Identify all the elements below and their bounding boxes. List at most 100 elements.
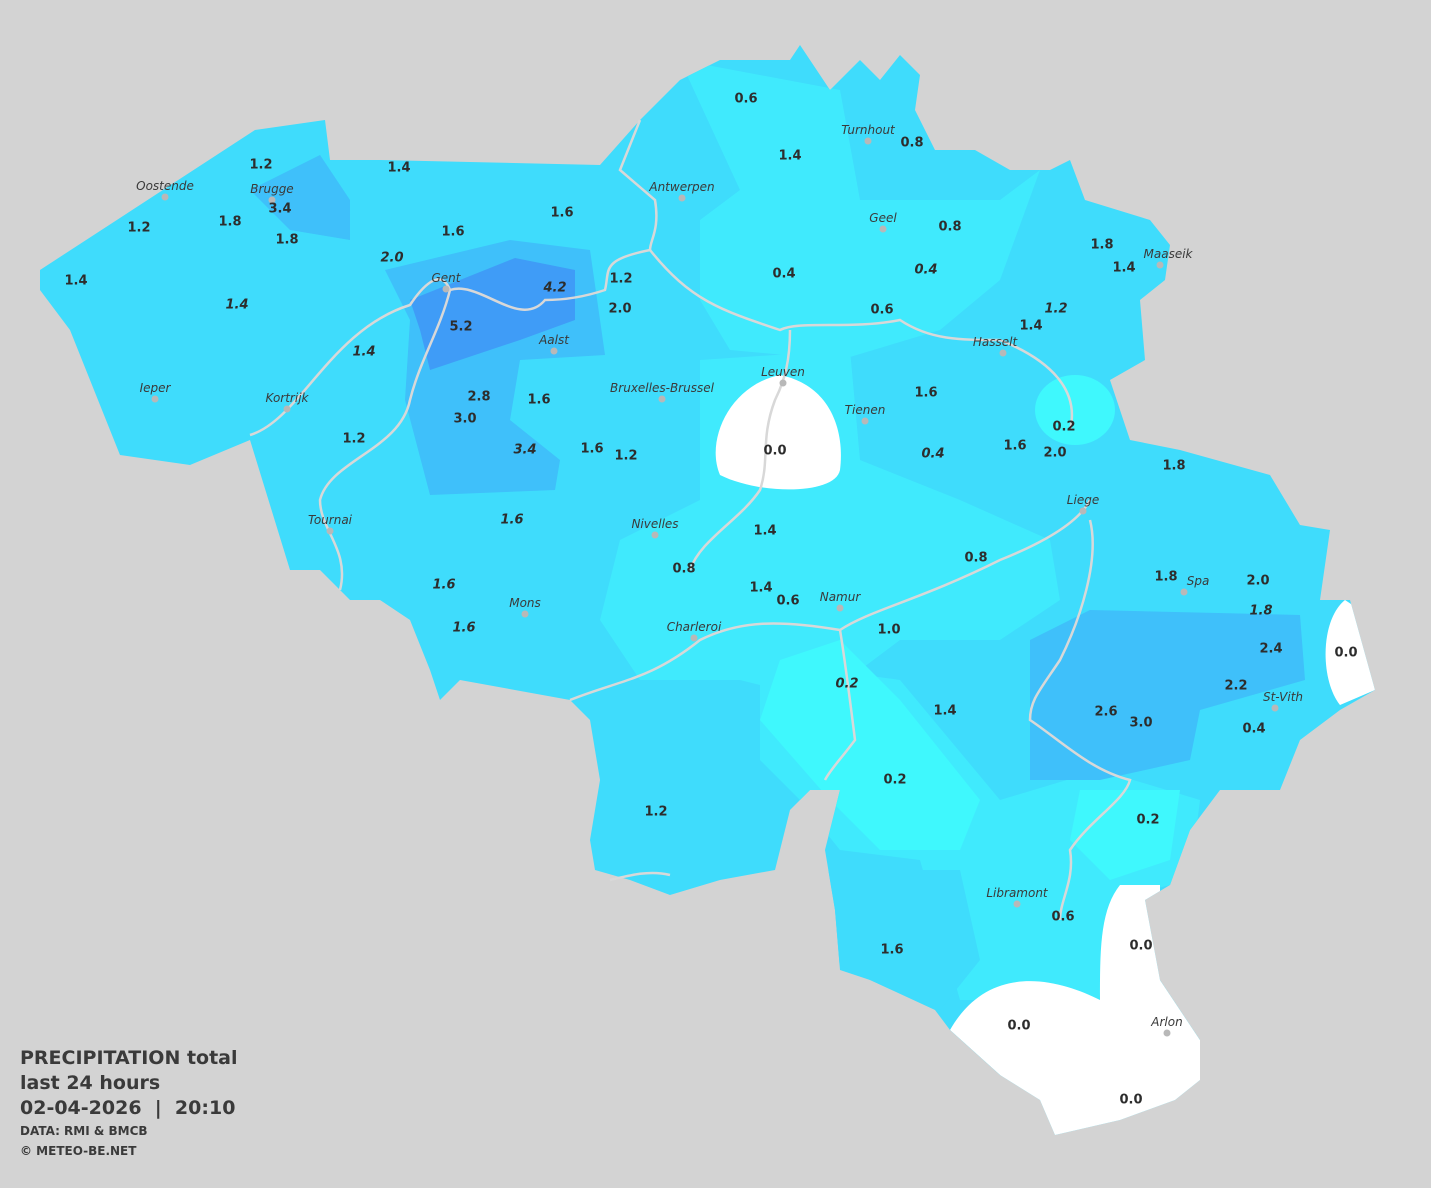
precipitation-value: 1.6 <box>580 441 604 457</box>
city-marker <box>864 137 872 145</box>
precipitation-value: 1.2 <box>644 804 668 820</box>
precipitation-value: 1.6 <box>432 577 456 593</box>
fill-zero-south <box>950 885 1200 1135</box>
precipitation-value: 0.0 <box>1129 938 1153 954</box>
precipitation-value: 1.8 <box>1249 603 1273 619</box>
precipitation-value: 1.8 <box>1162 458 1186 474</box>
city-marker <box>1013 900 1021 908</box>
precipitation-value: 0.0 <box>763 443 787 459</box>
precipitation-value: 1.4 <box>352 344 376 360</box>
precipitation-value: 0.4 <box>1242 721 1266 737</box>
city-marker <box>151 395 159 403</box>
precipitation-value: 0.2 <box>835 676 859 692</box>
precipitation-value: 1.2 <box>1044 301 1068 317</box>
city-marker <box>521 610 529 618</box>
precipitation-value: 0.6 <box>870 302 894 318</box>
precipitation-value: 1.0 <box>877 622 901 638</box>
precipitation-value: 1.6 <box>452 620 476 636</box>
precipitation-value: 0.2 <box>883 772 907 788</box>
precipitation-value: 3.0 <box>1129 715 1153 731</box>
fill-very-heavy-gent <box>410 258 575 370</box>
fill-medium-south <box>820 870 980 1010</box>
city-label: Gent <box>431 271 461 285</box>
precipitation-value: 0.4 <box>914 262 938 278</box>
precipitation-value: 0.6 <box>776 593 800 609</box>
fill-heavy-brugge <box>250 155 350 240</box>
precipitation-value: 0.0 <box>1119 1092 1143 1108</box>
city-label: Tienen <box>844 403 886 417</box>
legend-copyright: © METEO-BE.NET <box>20 1144 137 1158</box>
city-label: Arlon <box>1151 1015 1183 1029</box>
city-marker <box>861 417 869 425</box>
city-marker <box>283 405 291 413</box>
city-marker <box>326 527 334 535</box>
precipitation-value: 0.8 <box>900 135 924 151</box>
precipitation-value: 0.4 <box>772 266 796 282</box>
precipitation-value: 3.4 <box>268 201 292 217</box>
precipitation-value: 1.6 <box>914 385 938 401</box>
precipitation-value: 1.2 <box>609 271 633 287</box>
city-label: Maaseik <box>1143 247 1193 261</box>
city-marker <box>836 604 844 612</box>
precipitation-value: 1.6 <box>550 205 574 221</box>
precipitation-value: 0.8 <box>938 219 962 235</box>
precipitation-value: 3.0 <box>453 411 477 427</box>
city-label: St-Vith <box>1262 690 1304 704</box>
city-marker <box>1156 261 1164 269</box>
fill-low-hasselt <box>1035 375 1115 445</box>
precipitation-value: 0.8 <box>964 550 988 566</box>
precipitation-value: 1.4 <box>749 580 773 596</box>
map-legend: PRECIPITATION total last 24 hours 02-04-… <box>20 1046 238 1161</box>
precipitation-value: 2.0 <box>380 250 404 266</box>
precipitation-value: 2.4 <box>1259 641 1283 657</box>
precipitation-value: 0.6 <box>1051 909 1075 925</box>
precipitation-value: 1.4 <box>225 297 249 313</box>
legend-title: PRECIPITATION total <box>20 1047 238 1069</box>
precipitation-value: 1.2 <box>127 220 151 236</box>
fill-light-north <box>680 60 1040 360</box>
city-marker <box>268 196 276 204</box>
precipitation-value: 1.8 <box>218 214 242 230</box>
precipitation-value: 1.6 <box>500 512 524 528</box>
precipitation-value: 1.8 <box>275 232 299 248</box>
precipitation-value: 1.6 <box>880 942 904 958</box>
precipitation-value: 1.6 <box>1003 438 1027 454</box>
precipitation-value: 0.8 <box>672 561 696 577</box>
precipitation-value: 1.6 <box>441 224 465 240</box>
fill-low-south <box>760 640 980 850</box>
precipitation-value: 0.6 <box>734 91 758 107</box>
precipitation-value: 3.4 <box>513 442 537 458</box>
city-marker <box>161 193 169 201</box>
city-marker <box>651 531 659 539</box>
city-marker <box>1271 704 1279 712</box>
precipitation-value: 1.4 <box>1019 318 1043 334</box>
city-label: Tournai <box>307 513 353 527</box>
city-label: Hasselt <box>972 335 1018 349</box>
city-marker <box>442 285 450 293</box>
city-label: Liege <box>1066 493 1100 507</box>
fill-light-center <box>600 350 1060 700</box>
city-marker <box>1079 507 1087 515</box>
city-label: Geel <box>869 211 897 225</box>
precipitation-value: 4.2 <box>543 280 567 296</box>
precipitation-value: 1.4 <box>1112 260 1136 276</box>
precipitation-value: 0.4 <box>921 446 945 462</box>
city-label: Charleroi <box>666 620 722 634</box>
city-label: Bruxelles-Brussel <box>610 381 714 395</box>
precipitation-value: 1.2 <box>614 448 638 464</box>
city-marker <box>1163 1029 1171 1037</box>
city-marker <box>779 379 787 387</box>
city-label: Spa <box>1186 574 1210 588</box>
city-marker <box>678 194 686 202</box>
city-label: Turnhout <box>841 123 895 137</box>
precipitation-value: 2.0 <box>608 301 632 317</box>
precipitation-value: 1.4 <box>753 523 777 539</box>
precipitation-value: 1.4 <box>778 148 802 164</box>
precipitation-value: 1.8 <box>1154 569 1178 585</box>
city-marker <box>550 347 558 355</box>
precipitation-value: 1.2 <box>249 157 273 173</box>
precipitation-value: 2.0 <box>1043 445 1067 461</box>
precipitation-value: 1.4 <box>64 273 88 289</box>
city-label: Namur <box>819 590 861 604</box>
